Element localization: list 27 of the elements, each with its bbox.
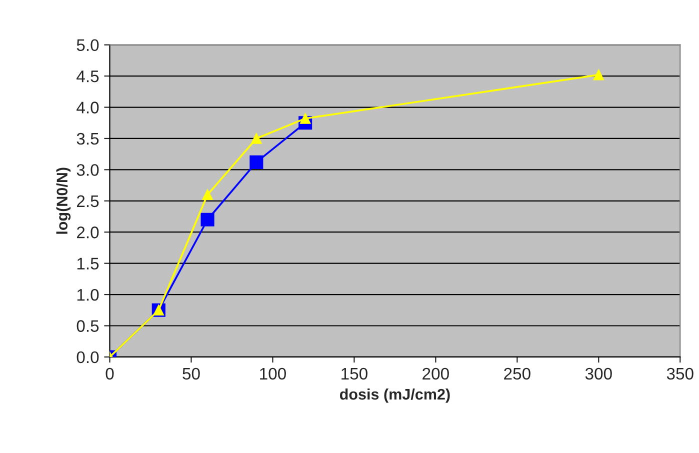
y-tick-label: 3.0 — [76, 164, 99, 176]
point — [300, 113, 311, 124]
y-tick-label: 1.5 — [77, 258, 99, 270]
y-tick-label: 4.0 — [76, 102, 99, 114]
point — [593, 69, 604, 80]
point — [250, 155, 264, 169]
x-tick-label: 300 — [585, 368, 612, 380]
y-axis-title: log(N0/N) — [56, 168, 71, 234]
y-tick-label: 3.5 — [76, 132, 99, 145]
x-tick-label: 50 — [182, 368, 200, 380]
y-tick-label: 2.0 — [77, 226, 99, 238]
y-tick-label: 0.5 — [76, 320, 99, 332]
point — [200, 212, 214, 226]
y-tick-label: 1.0 — [77, 288, 99, 301]
x-tick-label: 200 — [422, 368, 449, 380]
x-axis-title: dosis (mJ/cm2) — [340, 388, 450, 403]
y-tick-label: 0.0 — [76, 351, 99, 364]
y-tick-label: 2.5 — [77, 195, 99, 208]
y-tick-label: 5.0 — [76, 39, 99, 52]
point — [202, 189, 213, 200]
x-tick-label: 350 — [666, 368, 694, 380]
y-tick-label: 4.5 — [76, 70, 99, 82]
x-tick-label: 150 — [342, 368, 368, 380]
point — [251, 133, 262, 144]
x-tick-label: 0 — [106, 368, 114, 380]
x-tick-label: 250 — [504, 368, 530, 380]
x-tick-label: 100 — [260, 368, 286, 380]
